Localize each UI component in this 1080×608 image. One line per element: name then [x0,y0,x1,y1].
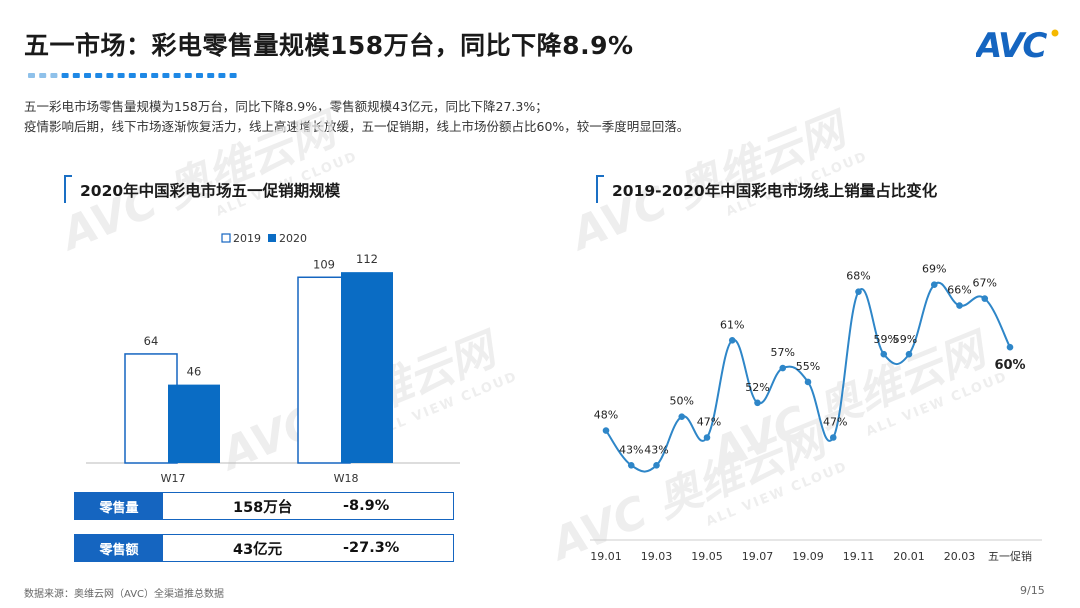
page-number: 9/15 [1020,584,1045,597]
page-title: 五一市场：彩电零售量规模158万台，同比下降8.9% [24,31,634,60]
data-point [855,288,862,295]
legend-label-2020: 2020 [279,232,307,245]
x-tick-label: W17 [161,472,186,485]
decorative-dash [140,73,147,78]
decorative-dash [84,73,91,78]
data-point [1006,343,1014,351]
data-label: 69% [922,263,946,276]
bar-value-label: 109 [313,257,335,271]
decorative-dash [95,73,103,78]
data-label: 52% [745,381,769,394]
legend-label-2019: 2019 [233,232,261,245]
line-chart: 48%43% 43%50%47%61%52%57%55%47%68%59%59%6… [590,263,1042,563]
decorative-dash [50,73,58,78]
legend-swatch-2020 [268,234,276,242]
x-tick-label: 19.07 [742,550,774,563]
decorative-dash [106,73,114,78]
decorative-dash [184,73,192,78]
decorative-dash [162,73,170,78]
data-point [981,295,989,302]
x-tick-label: 五一促销 [988,549,1032,563]
data-label: 61% [720,318,744,331]
avc-logo: AVC [976,26,1059,64]
data-label: 60% [994,358,1025,373]
data-label: 59% [893,333,917,346]
decorative-dash [72,73,80,78]
decorative-dash [151,73,159,78]
data-point [804,378,812,386]
decorative-dash [173,73,181,78]
logo-text: AVC [976,26,1047,64]
data-point [678,413,686,420]
right-title-bracket [596,175,604,203]
data-point [703,434,711,441]
data-source: 数据来源：奥维云网（AVC）全渠道推总数据 [24,589,225,600]
data-point [602,427,610,434]
left-title-bracket [64,175,72,203]
data-label: 43% [619,443,643,456]
decorative-dash [28,73,35,78]
x-tick-label: 19.03 [641,550,673,563]
x-tick-label: 19.01 [590,550,622,563]
x-tick-label: 19.05 [691,550,723,563]
summary-row-revenue: 零售额 43亿元 -27.3% [74,534,454,562]
summary-row-volume: 零售量 158万台 -8.9% [74,492,454,520]
decorative-dash [229,73,237,78]
bar-value-label: 46 [187,365,202,379]
left-panel-title: 2020年中国彩电市场五一促销期规模 [80,182,341,200]
data-point [728,336,736,344]
data-label: 43% [644,443,668,456]
x-tick-label: 20.03 [944,550,976,563]
decorative-dash [117,73,125,78]
bar-value-label: 64 [144,334,159,348]
decorative-dots [28,73,237,78]
data-label: 67% [973,277,997,290]
decorative-dash [61,73,69,78]
data-label: 47% [697,416,721,429]
decorative-dash [218,73,226,78]
summary-value: 158万台 [233,499,293,516]
data-point [627,461,635,469]
summary-label: 零售量 [75,493,163,519]
data-label: 47% [823,416,847,429]
data-point [754,399,761,407]
bar-value-label: 112 [356,252,378,266]
bar-2020-W17 [168,384,220,463]
data-label: 59% [874,333,898,346]
data-point [829,434,837,441]
x-tick-label: 19.09 [792,550,824,563]
decorative-dash [39,73,47,78]
x-tick-label: 19.11 [843,550,875,563]
summary-label: 零售额 [75,535,163,561]
decorative-dash [128,73,136,78]
data-point [880,350,888,358]
data-label: 48% [594,409,618,422]
right-panel-title: 2019-2020年中国彩电市场线上销量占比变化 [612,182,938,200]
data-point [653,461,660,469]
x-tick-label: 20.01 [893,550,925,563]
summary-change: -27.3% [343,540,400,556]
bar-2020-W18 [341,272,393,463]
legend-swatch-2019 [221,233,231,243]
summary-change: -8.9% [343,498,390,514]
bar-chart: 2019 2020 64 46 W17 109 112 W18 [86,232,460,485]
description: 五一彩电市场零售量规模为158万台，同比下降8.9%，零售额规模43亿元，同比下… [24,97,689,137]
data-label: 68% [846,270,870,283]
data-point [779,364,787,372]
data-point [905,350,913,358]
data-point [930,281,938,289]
data-point [956,302,963,309]
decorative-dash [196,73,203,78]
bar-legend: 2019 2020 [221,232,307,245]
description-line-2: 疫情影响后期，线下市场逐渐恢复活力，线上高速增长放缓，五一促销期，线上市场份额占… [24,119,690,134]
description-line-1: 五一彩电市场零售量规模为158万台，同比下降8.9%，零售额规模43亿元，同比下… [24,99,548,114]
data-label: 66% [947,284,971,297]
decorative-dash [207,73,215,78]
data-label: 57% [771,346,795,359]
x-tick-label: W18 [334,472,359,485]
summary-value: 43亿元 [233,541,283,558]
data-label: 50% [670,395,694,408]
data-label: 55% [796,360,820,373]
